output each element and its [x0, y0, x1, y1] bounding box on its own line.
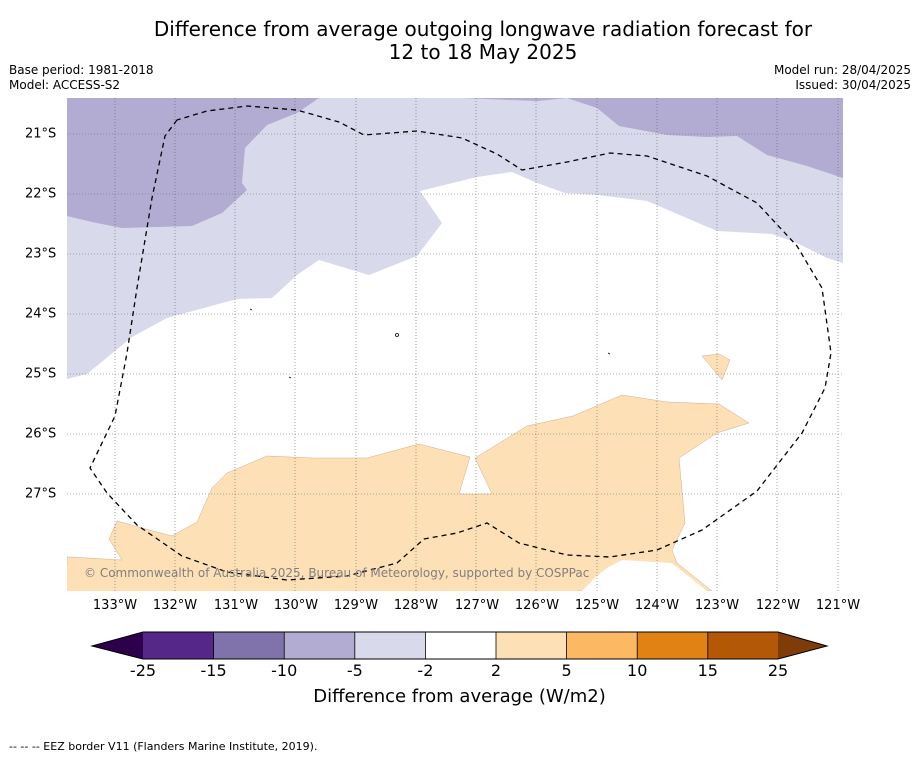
colorbar-swatch [354, 632, 426, 659]
lon-label: 125°W [574, 598, 620, 613]
lon-label: 132°W [152, 598, 198, 613]
title-line-2: 12 to 18 May 2025 [388, 40, 578, 64]
title-line-1: Difference from average outgoing longwav… [153, 17, 813, 41]
colorbar-tick: -15 [200, 661, 227, 680]
colorbar-tick: -10 [271, 661, 298, 680]
lon-label: 121°W [815, 598, 861, 613]
meta-left: Base period: 1981-2018 Model: ACCESS-S2 [9, 63, 154, 93]
model-name: Model: ACCESS-S2 [9, 78, 121, 92]
lon-label: 133°W [92, 598, 138, 613]
lat-label: 22°S [25, 186, 57, 202]
lon-label: 127°W [454, 598, 500, 613]
colorbar-tick: 25 [767, 661, 789, 680]
lon-label: 123°W [694, 598, 740, 613]
anomaly-light-lavender-region [67, 98, 843, 379]
map-panel [67, 98, 843, 591]
lon-label: 128°W [393, 598, 439, 613]
colorbar-tick: -5 [346, 661, 363, 680]
graticule [67, 98, 843, 591]
colorbar-swatch-below [92, 632, 143, 659]
lon-label: 126°W [514, 598, 560, 613]
colorbar-swatch [284, 632, 355, 659]
model-run: Model run: 28/04/2025 [773, 63, 911, 77]
lat-label: 25°S [25, 366, 57, 382]
colorbar-swatch-above [778, 632, 827, 659]
anomaly-white-pocket [582, 560, 707, 591]
meta-right: Model run: 28/04/2025 Issued: 30/04/2025 [774, 63, 911, 93]
colorbar-tick: 5 [561, 661, 572, 680]
anomaly-lavender-region-west [67, 98, 319, 228]
lon-label: 131°W [213, 598, 259, 613]
colorbar-tick: -25 [129, 661, 157, 680]
islands [249, 308, 611, 379]
colorbar-tick: 2 [490, 661, 502, 680]
lat-label: 21°S [25, 126, 57, 142]
lat-label: 24°S [25, 306, 57, 322]
anomaly-peach-patch-east [701, 353, 731, 381]
anomaly-peach-strip [67, 566, 577, 591]
eez-footnote: -- -- -- EEZ border V11 (Flanders Marine… [9, 740, 318, 753]
colorbar-tick: 15 [697, 661, 718, 680]
colorbar-tick: -2 [417, 661, 434, 680]
colorbar-swatch [707, 632, 778, 659]
anomaly-lavender-region-east [462, 98, 843, 178]
lon-label: 129°W [333, 598, 379, 613]
anomaly-peach-region-main [67, 394, 750, 591]
colorbar-swatch [566, 632, 638, 659]
colorbar-swatch [425, 632, 496, 659]
colorbar-swatch [496, 632, 567, 659]
colorbar-tick: 10 [627, 661, 648, 680]
issued-date: Issued: 30/04/2025 [795, 78, 911, 92]
lon-label: 124°W [634, 598, 680, 613]
lon-label: 122°W [755, 598, 801, 613]
lat-label: 26°S [25, 426, 57, 442]
chart-title: Difference from average outgoing longwav… [0, 18, 919, 64]
colorbar-swatch [143, 632, 214, 659]
colorbar-label: Difference from average (W/m2) [313, 686, 606, 707]
eez-border [89, 105, 832, 581]
lat-label: 23°S [25, 246, 57, 262]
lat-label: 27°S [25, 486, 57, 502]
colorbar-swatch [213, 632, 285, 659]
colorbar-dividers [213, 632, 709, 659]
colorbar-swatch [637, 632, 708, 659]
base-period: Base period: 1981-2018 [9, 63, 154, 77]
lon-label: 130°W [273, 598, 319, 613]
colorbar-outline [90, 631, 829, 660]
copyright-notice: © Commonwealth of Australia 2025, Bureau… [84, 566, 590, 580]
